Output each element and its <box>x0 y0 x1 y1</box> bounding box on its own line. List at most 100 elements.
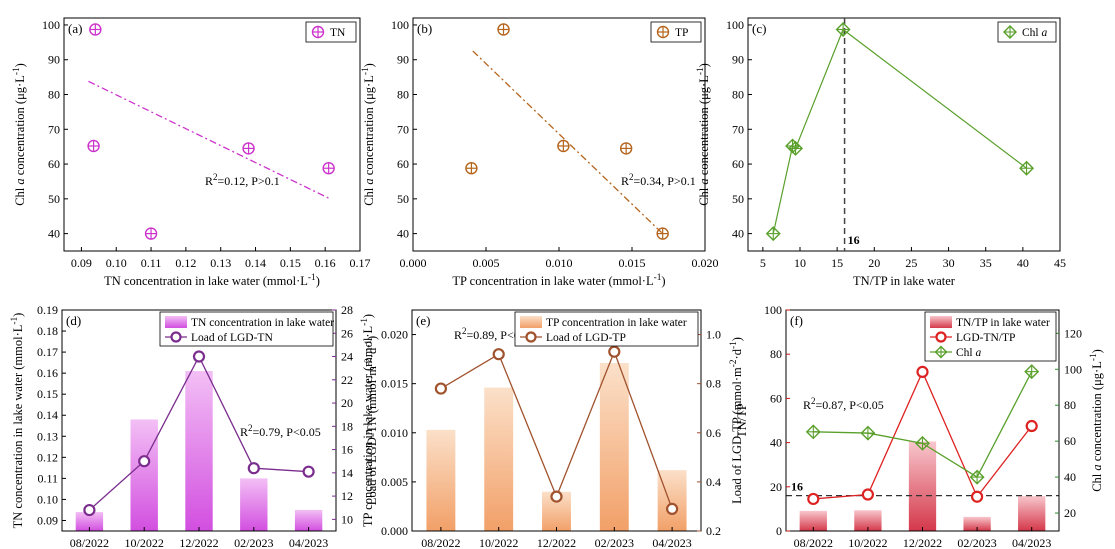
panel-b: 0.000 0.005 0.010 0.015 0.020 40 50 60 70 80 90 100… <box>361 17 719 288</box>
data-point <box>805 424 821 440</box>
x-tick-label: 0.09 <box>71 256 92 270</box>
y-right-tick-label: 40 <box>1064 470 1076 484</box>
y-tick-label: 0.13 <box>37 429 58 443</box>
x-tick-label: 20 <box>868 256 880 270</box>
x-tick-label: 02/2023 <box>957 536 996 549</box>
y-axis-label: TP concentration in lake water (mmol·L-1… <box>360 314 375 527</box>
x-tick-label: 04/2023 <box>289 536 328 549</box>
y-right-tick-label: 0.4 <box>706 475 721 489</box>
y-tick-label: 40 <box>397 227 409 241</box>
legend-label: Chl a <box>1022 27 1048 39</box>
y-tick-label: 50 <box>732 192 744 206</box>
x-tick-label: 02/2023 <box>595 536 634 549</box>
y-axis-label: Chl a concentration (μg·L-1) <box>12 63 27 206</box>
y-tick-label: 0.010 <box>381 426 408 440</box>
stat-annotation: R2=0.34, P>0.1 <box>621 172 696 188</box>
y-tick-label: 20 <box>770 480 782 494</box>
y-tick-label: 0.09 <box>37 513 58 527</box>
data-point <box>1024 364 1040 380</box>
y-tick-label: 0.015 <box>381 377 408 391</box>
legend-label: Chl a <box>956 347 982 359</box>
panel-label: (d) <box>66 313 81 328</box>
y-tick-label: 60 <box>732 157 744 171</box>
y-tick-label: 0.005 <box>381 475 408 489</box>
y-tick-label: 0.15 <box>37 387 58 401</box>
x-tick-label: 08/2022 <box>70 536 109 549</box>
y-tick-label: 100 <box>42 18 60 32</box>
x-tick-label: 04/2023 <box>652 536 691 549</box>
x-tick-label: 10/2022 <box>125 536 164 549</box>
data-point <box>192 350 206 363</box>
x-tick-label: 02/2023 <box>234 536 273 549</box>
stat-annotation: R2=0.12, P>0.1 <box>205 172 280 188</box>
legend: TN concentration in lake water Load of LG… <box>159 311 334 347</box>
x-axis-label: TP concentration in lake water (mmol·L-1… <box>452 273 665 288</box>
x-tick-label: 0.16 <box>315 256 336 270</box>
y-tick-label: 50 <box>397 192 409 206</box>
y-tick-label: 60 <box>48 157 60 171</box>
y-tick-label: 100 <box>391 18 409 32</box>
reference-vline-label: 16 <box>848 233 860 247</box>
x-tick-label: 0.005 <box>473 256 500 270</box>
y-right-tick-label: 1.0 <box>706 328 721 342</box>
data-point <box>608 345 621 358</box>
legend: TP concentration in lake water Load of LG… <box>514 311 699 347</box>
y-tick-label: 0.18 <box>37 324 58 338</box>
data-point <box>89 23 102 36</box>
legend-marker <box>525 331 537 343</box>
plot-frame <box>412 17 706 252</box>
legend-marker <box>170 331 182 343</box>
panel-label: (c) <box>752 21 766 36</box>
y-right-axis-label: Load of LGD-TN (mmol·m-2·d-1) <box>364 336 379 505</box>
legend-marker <box>1003 25 1017 39</box>
x-tick-label: 12/2022 <box>903 536 942 549</box>
legend-box <box>997 21 1057 43</box>
x-tick-label: 0.14 <box>245 256 266 270</box>
y-right-tick-label: 16 <box>341 443 353 457</box>
bar <box>799 510 827 531</box>
y-tick-label: 0.16 <box>37 366 58 380</box>
y-right-tick-label: 22 <box>341 373 353 387</box>
x-tick-label: 10/2022 <box>848 536 887 549</box>
bar <box>294 509 323 531</box>
x-tick-label: 0.13 <box>210 256 231 270</box>
x-tick-label: 08/2022 <box>421 536 460 549</box>
x-tick-label: 15 <box>831 256 843 270</box>
legend-label: TP <box>675 27 688 39</box>
y-right-tick-label: 20 <box>341 396 353 410</box>
x-tick-label: 45 <box>1054 256 1066 270</box>
x-tick-label: 12/2022 <box>537 536 576 549</box>
x-tick-label: 08/2022 <box>794 536 833 549</box>
x-tick-label: 0.010 <box>546 256 573 270</box>
x-axis-label: TN concentration in lake water (mmol·L-1… <box>104 273 320 288</box>
data-point <box>322 162 335 175</box>
stat-annotation: R2=0.79, P<0.05 <box>240 423 321 439</box>
bar <box>484 387 514 531</box>
data-point <box>969 469 985 485</box>
data-point <box>1025 419 1038 433</box>
y-right-tick-label: 20 <box>1064 506 1076 520</box>
data-point <box>247 462 260 475</box>
bar <box>75 512 104 531</box>
y-axis-label: TN concentration in lake water (mmol·L-1… <box>10 313 25 529</box>
y-tick-label: 100 <box>764 303 782 317</box>
data-point <box>915 435 930 451</box>
y-tick-label: 70 <box>397 122 409 136</box>
data-point <box>497 23 510 36</box>
data-point <box>788 140 804 156</box>
y-tick-label: 40 <box>732 227 744 241</box>
y-right-tick-label: 0.2 <box>706 524 721 538</box>
data-point <box>492 348 505 361</box>
legend-swatch <box>930 316 952 328</box>
y-right-tick-label: 12 <box>341 489 353 503</box>
data-point <box>138 455 151 468</box>
y-tick-label: 70 <box>48 122 60 136</box>
bar <box>854 510 882 531</box>
x-tick-label: 25 <box>905 256 917 270</box>
data-point <box>916 365 929 378</box>
y-tick-label: 50 <box>48 192 60 206</box>
data-point <box>302 465 315 478</box>
series-line <box>772 28 1027 234</box>
panel-a: 0.09 0.10 0.11 0.12 0.13 0.14 0.15 0.16 0.17 40 50… <box>12 17 371 288</box>
panel-label: (a) <box>68 21 82 36</box>
